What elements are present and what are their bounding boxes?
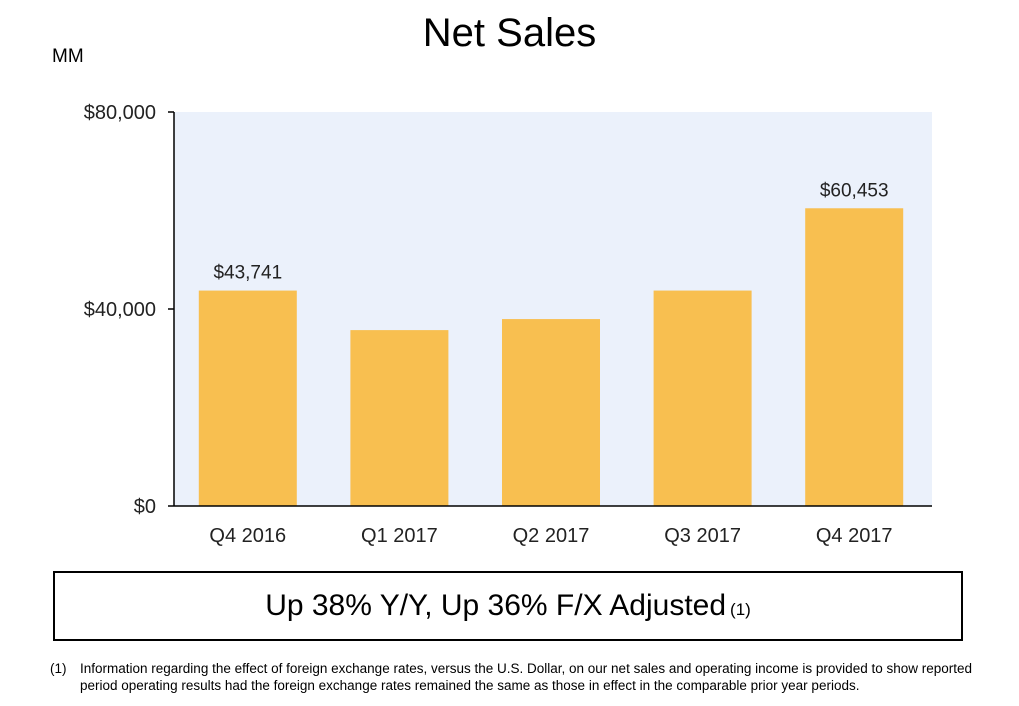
growth-callout-box: Up 38% Y/Y, Up 36% F/X Adjusted (1) [53, 571, 963, 641]
footnote: (1) Information regarding the effect of … [50, 660, 1000, 694]
bar [198, 290, 297, 506]
y-tick-label: $40,000 [84, 299, 156, 321]
footnote-reference: (1) [730, 600, 751, 619]
x-tick-label: Q4 2016 [209, 525, 286, 547]
x-tick-label: Q3 2017 [664, 525, 741, 547]
net-sales-bar-chart: $43,741 Q4 2016 Q1 2017 Q2 2017 Q3 2017 $60,4… [84, 102, 932, 547]
chart-title: Net Sales [422, 11, 597, 55]
footnote-text: Information regarding the effect of fore… [80, 661, 973, 693]
bar [502, 319, 600, 506]
x-tick-label: Q1 2017 [361, 525, 438, 547]
y-tick-label: $80,000 [84, 102, 156, 124]
unit-label: MM [52, 46, 84, 67]
data-label: $43,741 [213, 263, 282, 284]
x-tick-label: Q2 2017 [513, 525, 590, 547]
data-label: $60,453 [820, 180, 889, 201]
growth-callout-text: Up 38% Y/Y, Up 36% F/X Adjusted [265, 589, 727, 622]
bar [350, 330, 449, 506]
y-tick-label: $0 [134, 496, 156, 518]
footnote-marker: (1) [50, 661, 67, 676]
x-tick-label: Q4 2017 [816, 525, 893, 547]
bar [653, 290, 752, 506]
bar [805, 208, 904, 506]
